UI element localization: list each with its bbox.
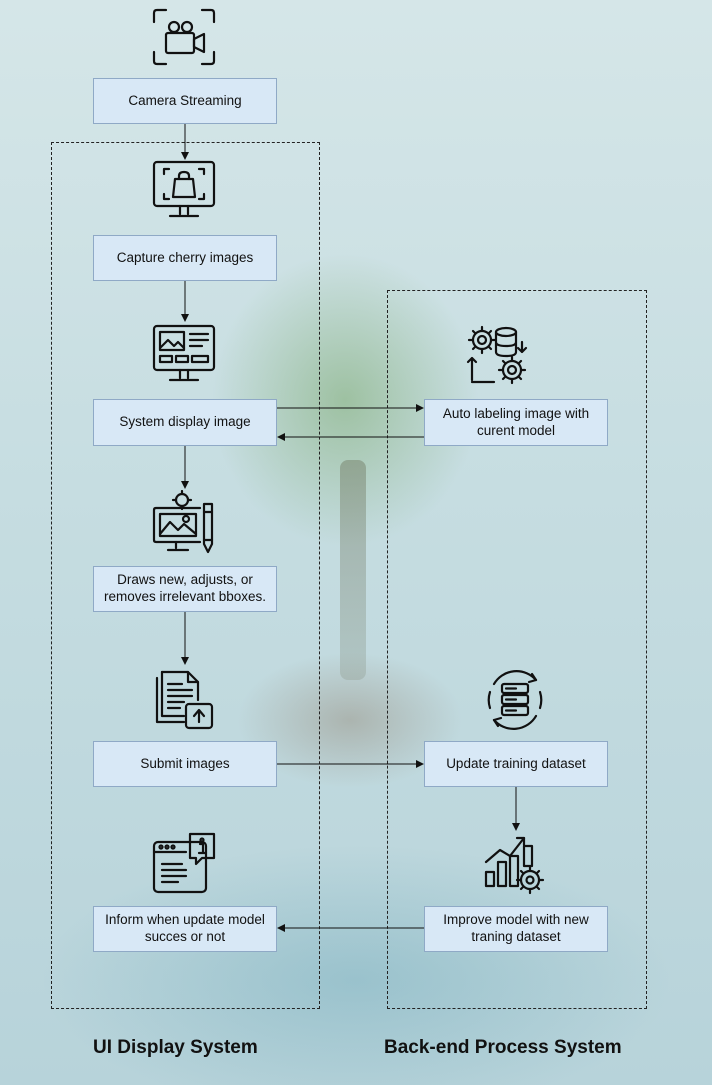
gears-database-icon: [466, 325, 528, 385]
camera-streaming-box: Camera Streaming: [93, 78, 277, 124]
database-sync-icon: [487, 670, 543, 730]
backend-system-zone: [387, 290, 647, 1009]
improve-model-box: Improve model with new traning dataset: [424, 906, 608, 952]
tree-trunk-decoration: [340, 460, 366, 680]
document-upload-icon: [155, 670, 214, 730]
update-dataset-box: Update training dataset: [424, 741, 608, 787]
inform-update-box: Inform when update model succes or not: [93, 906, 277, 952]
backend-system-label: Back-end Process System: [384, 1037, 622, 1058]
monitor-capture-icon: [152, 160, 216, 218]
monitor-dashboard-icon: [152, 324, 216, 382]
video-camera-icon: [152, 8, 216, 66]
window-info-icon: [152, 832, 216, 894]
system-display-box: System display image: [93, 399, 277, 446]
chart-growth-gear-icon: [484, 836, 545, 895]
capture-images-box: Capture cherry images: [93, 235, 277, 281]
draw-bboxes-box: Draws new, adjusts, or removes irrelevan…: [93, 566, 277, 612]
auto-labeling-box: Auto labeling image with curent model: [424, 399, 608, 446]
submit-images-box: Submit images: [93, 741, 277, 787]
monitor-edit-image-icon: [152, 490, 214, 554]
ui-system-label: UI Display System: [93, 1037, 258, 1058]
